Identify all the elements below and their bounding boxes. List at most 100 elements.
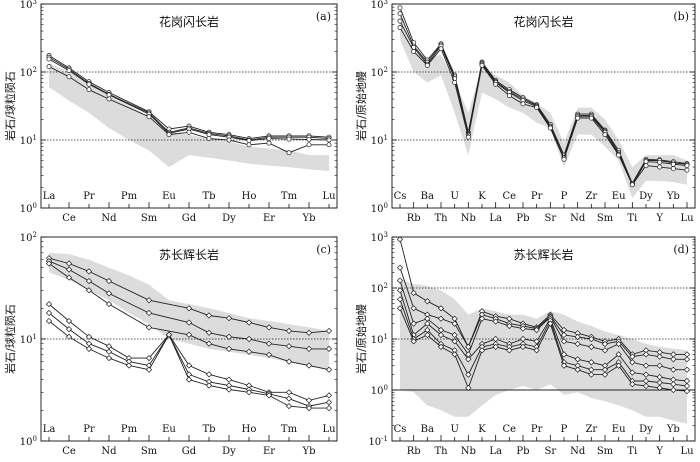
x-tick-label: Dy: [222, 446, 236, 457]
x-tick-label: Tb: [202, 424, 215, 435]
data-point: [642, 362, 650, 369]
data-point: [561, 156, 567, 162]
data-point: [534, 105, 540, 111]
data-point: [85, 333, 93, 340]
series: [396, 305, 691, 395]
y-tick-label: 103: [371, 0, 388, 11]
data-point: [601, 347, 609, 354]
data-point: [165, 331, 173, 338]
series-line: [399, 267, 687, 360]
data-point: [185, 331, 193, 338]
y-tick-label: 102: [371, 282, 388, 295]
data-point: [492, 318, 499, 325]
data-point: [325, 366, 333, 373]
x-tick-label: Pr: [83, 191, 95, 202]
y-tick-label: 101: [20, 333, 37, 346]
data-point: [560, 362, 568, 369]
data-point: [588, 371, 595, 378]
data-point: [670, 356, 677, 363]
data-point: [683, 388, 691, 395]
data-point: [145, 309, 153, 317]
data-point: [105, 348, 113, 355]
data-point: [410, 305, 417, 312]
data-point: [424, 320, 431, 327]
data-point: [325, 405, 333, 412]
x-tick-label: Nd: [570, 446, 586, 457]
data-point: [306, 136, 312, 142]
data-point: [629, 359, 636, 366]
reference-field: [400, 279, 687, 424]
data-point: [684, 167, 690, 173]
x-tick-label: La: [489, 446, 502, 457]
x-tick-label: Nb: [461, 213, 476, 224]
data-point: [574, 333, 581, 340]
x-tick-label: Ce: [62, 213, 76, 224]
data-point: [629, 182, 635, 188]
data-point: [305, 345, 313, 352]
panel-title: 苏长辉长岩: [159, 247, 219, 262]
x-tick-label: Tm: [281, 191, 298, 202]
series-line: [399, 20, 688, 186]
data-point: [265, 392, 273, 399]
data-point: [246, 138, 252, 144]
x-tick-label: Gd: [182, 213, 197, 224]
data-point: [560, 331, 568, 339]
data-point: [246, 142, 252, 148]
x-tick-label: Ce: [503, 424, 517, 435]
data-point: [105, 354, 113, 362]
x-tick-label: Tm: [281, 424, 298, 435]
x-tick-label: Ho: [242, 191, 257, 202]
y-tick-label: 100: [20, 435, 37, 448]
panel-label: (d): [673, 243, 689, 256]
data-point: [493, 81, 499, 87]
data-point: [286, 136, 292, 142]
data-point: [397, 25, 403, 31]
x-tick-label: Sr: [545, 446, 557, 457]
x-tick-label: Pb: [516, 213, 529, 224]
series-line: [48, 66, 329, 154]
y-axis-label: 岩石/原始地幔: [354, 71, 368, 141]
x-tick-label: U: [450, 191, 458, 202]
data-point: [588, 115, 594, 121]
x-tick-label: Sm: [141, 213, 158, 224]
data-point: [285, 389, 293, 396]
x-tick-label: K: [478, 424, 486, 435]
data-point: [65, 274, 73, 281]
y-tick-label: 102: [20, 231, 37, 244]
data-point: [683, 366, 691, 373]
data-point: [326, 137, 332, 143]
data-point: [396, 277, 404, 284]
x-tick-label: Ce: [503, 191, 517, 202]
data-point: [643, 159, 649, 165]
data-point: [396, 305, 404, 312]
data-point: [206, 132, 212, 138]
data-point: [478, 315, 486, 322]
x-tick-label: Lu: [680, 213, 694, 224]
data-point: [465, 356, 472, 363]
data-point: [146, 114, 152, 120]
series-line: [399, 308, 688, 392]
data-point: [684, 163, 690, 169]
x-tick-label: Eu: [162, 191, 176, 202]
x-tick-label: Ti: [627, 213, 637, 224]
x-tick-label: Yb: [301, 213, 315, 224]
data-point: [424, 298, 431, 305]
x-tick-label: Zr: [585, 191, 597, 202]
x-tick-label: La: [489, 213, 502, 224]
data-point: [601, 371, 609, 378]
y-tick-label: 100: [371, 384, 388, 397]
data-point: [670, 386, 677, 394]
data-point: [225, 333, 233, 340]
data-point: [506, 93, 512, 99]
x-tick-label: Nb: [461, 446, 476, 457]
data-point: [533, 347, 540, 354]
data-point: [185, 305, 193, 312]
data-point: [225, 345, 233, 352]
data-point: [452, 80, 458, 85]
data-point: [286, 150, 292, 156]
x-tick-label: Dy: [222, 213, 236, 224]
data-point: [670, 161, 676, 167]
data-point: [285, 327, 293, 335]
data-point: [285, 358, 293, 365]
data-point: [265, 351, 273, 358]
